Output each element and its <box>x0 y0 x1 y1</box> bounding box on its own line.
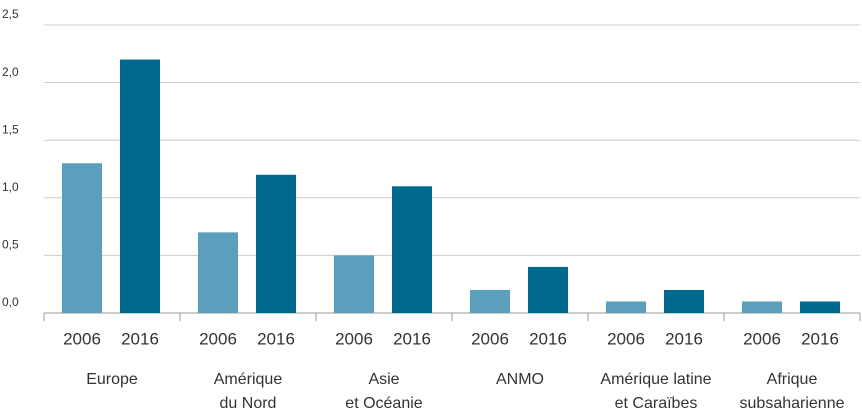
bar <box>256 174 296 313</box>
y-tick-label: 1,0 <box>2 180 19 194</box>
x-tick-label: Afrique subsaharienne <box>740 371 845 410</box>
bar <box>528 266 568 313</box>
series-label: 2006 <box>199 329 237 348</box>
y-tick-label: 1,5 <box>2 122 19 136</box>
x-tick-label: Amérique du Nord <box>214 371 283 410</box>
series-label: 2006 <box>743 329 781 348</box>
series-label: 2006 <box>63 329 101 348</box>
bar <box>334 255 374 313</box>
y-tick-label: 2,0 <box>2 65 19 79</box>
x-tick-label: Asie et Océanie <box>345 371 422 410</box>
y-tick-label: 2,5 <box>2 7 19 21</box>
series-label: 2016 <box>801 329 839 348</box>
series-label: 2016 <box>257 329 295 348</box>
bar <box>120 59 160 314</box>
x-tick-label: ANMO <box>496 371 544 388</box>
y-tick-label: 0,0 <box>2 295 19 309</box>
bar <box>664 289 704 313</box>
series-label: 2016 <box>665 329 703 348</box>
series-label: 2016 <box>393 329 431 348</box>
bar <box>470 289 510 313</box>
y-tick-label: 0,5 <box>2 238 19 252</box>
bar <box>198 232 238 313</box>
series-label: 2006 <box>607 329 645 348</box>
bar <box>606 301 646 313</box>
bar <box>742 301 782 313</box>
x-tick-label: Amérique latine et Caraïbes <box>600 371 711 410</box>
series-label: 2006 <box>335 329 373 348</box>
series-label: 2006 <box>471 329 509 348</box>
bar <box>392 186 432 313</box>
bar <box>62 163 102 313</box>
x-tick-label: Europe <box>86 371 138 388</box>
bar <box>800 301 840 313</box>
series-label: 2016 <box>529 329 567 348</box>
series-label: 2016 <box>121 329 159 348</box>
